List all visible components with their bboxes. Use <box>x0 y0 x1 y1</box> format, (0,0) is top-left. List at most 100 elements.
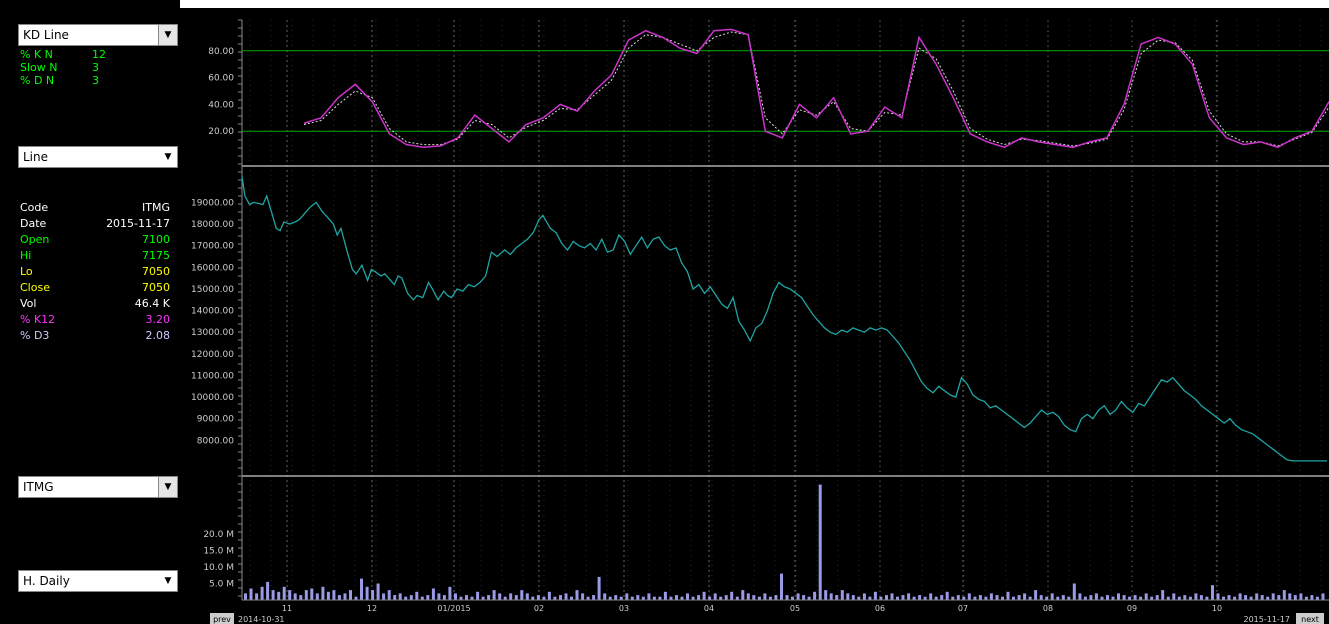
volume-bar <box>437 593 441 600</box>
volume-bar <box>1155 595 1159 600</box>
info-value: 7175 <box>142 249 170 262</box>
volume-bar <box>719 596 723 600</box>
volume-bar <box>1028 596 1032 600</box>
volume-bar <box>376 583 380 600</box>
price-y-tick-label: 10000.00 <box>191 393 234 403</box>
chart-type-select-value: Line <box>23 150 49 164</box>
volume-bar <box>608 596 612 600</box>
volume-bar <box>559 595 562 600</box>
volume-bar <box>315 593 319 600</box>
x-tick-label: 07 <box>958 604 968 613</box>
volume-bar <box>807 596 811 600</box>
volume-bar <box>641 596 645 600</box>
volume-bar <box>509 593 513 600</box>
sidebar: KD Line ▼ % K N 12 Slow N 3 % D N 3 Line… <box>10 10 178 624</box>
volume-bar <box>989 593 993 600</box>
info-label: Close <box>20 281 50 294</box>
volume-bar <box>1205 596 1209 600</box>
volume-y-tick-label: 15.0 M <box>203 547 234 557</box>
price-y-tick-label: 14000.00 <box>191 307 234 317</box>
prev-button-label: prev <box>213 615 231 624</box>
volume-bar <box>912 596 916 600</box>
info-row-vol: Vol 46.4 K <box>20 296 170 312</box>
volume-bar <box>702 591 706 600</box>
volume-bar <box>310 588 314 600</box>
volume-bar <box>824 590 828 600</box>
volume-bar <box>1282 590 1286 600</box>
volume-bar <box>1255 593 1259 600</box>
volume-bar <box>923 596 927 600</box>
volume-bar <box>1194 593 1198 600</box>
volume-bar <box>409 595 413 600</box>
volume-bar <box>603 593 607 600</box>
price-y-tick-label: 11000.00 <box>191 371 234 381</box>
volume-bar <box>890 593 894 600</box>
volume-bar <box>630 596 634 600</box>
kd-y-tick-label: 80.00 <box>208 47 234 57</box>
volume-bar <box>763 593 767 600</box>
volume-bar <box>520 590 524 600</box>
kd-param-value: 12 <box>92 48 106 61</box>
price-line-series <box>241 176 1327 462</box>
volume-bar <box>371 590 375 600</box>
volume-bar <box>1244 595 1248 600</box>
volume-panel: 20.0 M 15.0 M 10.0 M 5.0 M <box>203 484 1325 600</box>
chevron-down-icon: ▼ <box>158 25 177 45</box>
volume-bar <box>1293 595 1297 600</box>
volume-bar <box>448 586 452 600</box>
kd-param-label: % K N <box>20 48 53 61</box>
volume-bar <box>293 593 297 600</box>
volume-bar <box>1277 595 1281 600</box>
volume-bar <box>1001 596 1004 600</box>
volume-bar <box>404 596 408 600</box>
info-value: ITMG <box>142 201 170 214</box>
volume-bar <box>1199 595 1203 600</box>
volume-bar <box>791 596 794 600</box>
volume-bar <box>995 595 999 600</box>
volume-bar <box>1006 591 1010 600</box>
info-row-code: Code ITMG <box>20 200 170 216</box>
volume-bar <box>929 593 933 600</box>
period-select-value: H. Daily <box>23 574 70 588</box>
symbol-select[interactable]: ITMG ▼ <box>18 476 178 498</box>
x-axis: 11 12 01/2015 02 03 04 05 06 07 08 09 10 <box>242 599 1329 613</box>
info-label: Open <box>20 233 50 246</box>
volume-bar <box>575 590 579 600</box>
volume-bar <box>956 595 960 600</box>
volume-bar <box>746 593 750 600</box>
volume-bar <box>271 590 275 600</box>
price-y-tick-label: 8000.00 <box>197 436 234 446</box>
volume-bar <box>387 590 391 600</box>
chart-area[interactable]: 80.00 60.00 40.00 20.00 19000.00 18000.00 170… <box>180 0 1329 624</box>
volume-bar <box>962 596 966 600</box>
price-panel: 19000.00 18000.00 17000.00 16000.00 15000.00… <box>191 176 1327 462</box>
volume-bar <box>757 596 761 600</box>
volume-bar <box>426 595 430 600</box>
kd-panel: 80.00 60.00 40.00 20.00 <box>208 28 1329 149</box>
volume-bar <box>1299 593 1303 600</box>
period-select[interactable]: H. Daily ▼ <box>18 570 178 592</box>
volume-bar <box>741 590 745 600</box>
top-border <box>180 0 1329 8</box>
volume-bar <box>1045 596 1049 600</box>
volume-bar <box>862 593 866 600</box>
volume-bar <box>752 595 756 600</box>
volume-bar <box>868 596 872 600</box>
volume-bar <box>498 593 502 600</box>
volume-bar <box>978 595 982 600</box>
volume-bar <box>1216 593 1220 600</box>
volume-bar <box>536 595 540 600</box>
indicator-select[interactable]: KD Line ▼ <box>18 24 178 46</box>
prev-button[interactable] <box>210 613 234 624</box>
grid <box>238 19 1329 600</box>
chart-type-select[interactable]: Line ▼ <box>18 146 178 168</box>
volume-bar <box>442 595 446 600</box>
next-button[interactable] <box>1296 613 1324 624</box>
volume-bar <box>266 581 270 600</box>
price-y-tick-label: 12000.00 <box>191 350 234 360</box>
volume-bar <box>1067 596 1071 600</box>
volume-bar <box>592 595 596 600</box>
chart-svg[interactable]: 80.00 60.00 40.00 20.00 19000.00 18000.00 170… <box>180 0 1329 624</box>
x-tick-label: 10 <box>1212 604 1222 613</box>
